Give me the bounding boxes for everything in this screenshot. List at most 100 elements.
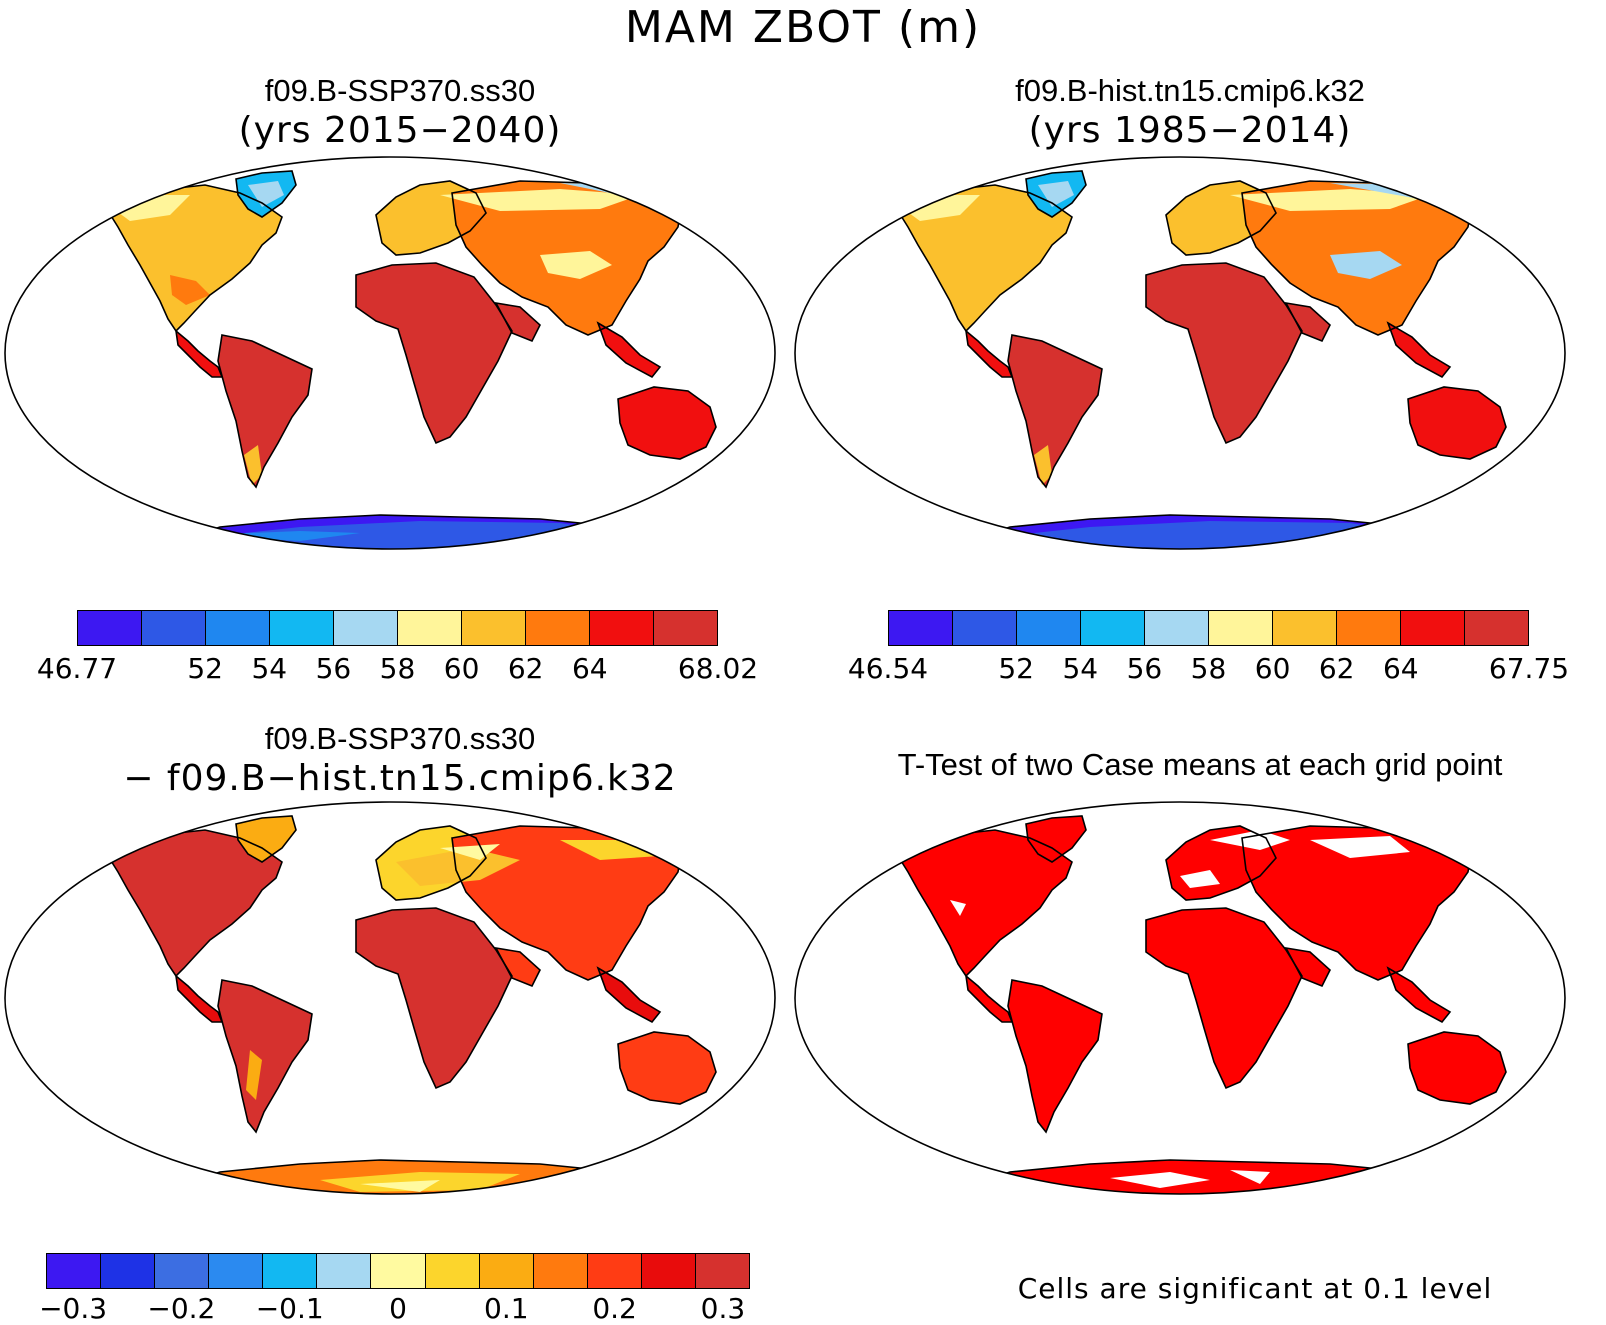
continent-greenland [1026, 816, 1086, 862]
field-contour [1330, 251, 1402, 279]
colorbar-segment [1401, 611, 1465, 645]
panel-4-title: T-Test of two Case means at each grid po… [897, 747, 1503, 782]
colorbar-tick-label: 68.02 [677, 652, 759, 685]
coastline [217, 979, 313, 1134]
land-fill [891, 815, 1507, 1194]
continent-arabia [1286, 948, 1330, 986]
colorbar-tick-label: 56 [315, 652, 352, 685]
continent-africa [356, 908, 512, 1088]
colorbar-segment [1145, 611, 1209, 645]
map-ssp370 [4, 156, 776, 550]
colorbar-diff [46, 1253, 750, 1289]
colorbar-tick-label: 46.77 [36, 652, 118, 685]
field-contour [248, 181, 284, 207]
coastline [1165, 825, 1277, 901]
colorbar-segment [533, 1254, 588, 1288]
colorbar-segment [953, 611, 1017, 645]
continent-africa [1146, 908, 1302, 1088]
colorbar-segment [263, 1254, 318, 1288]
continent-seasia [598, 968, 660, 1022]
continent-asia [1242, 826, 1472, 980]
colorbar-tick-label: 58 [1190, 652, 1227, 685]
field-contour [244, 445, 262, 485]
colorbar-segment [398, 611, 462, 645]
coastline [494, 301, 541, 343]
colorbar-tick-label: 52 [187, 652, 224, 685]
colorbar-segment [317, 1254, 372, 1288]
continent-camerica [966, 976, 1012, 1022]
field-contour [396, 848, 520, 886]
coastline [891, 184, 1073, 333]
continent-namerica [103, 830, 282, 976]
colorbar-segment [425, 1254, 480, 1288]
coastline [1407, 1031, 1507, 1105]
field-contour [540, 251, 612, 279]
colorbar-segment [1273, 611, 1337, 645]
continent-arabia [496, 948, 540, 986]
field-contour [1230, 189, 1430, 211]
field-contour [1034, 445, 1052, 485]
continent-greenland [236, 816, 296, 862]
colorbar-tick-label: 67.75 [1488, 652, 1570, 685]
continent-arabia [1286, 303, 1330, 341]
colorbar-segment [1465, 611, 1528, 645]
coastline [1284, 946, 1331, 988]
continent-namerica [893, 830, 1072, 976]
coastline [1386, 321, 1452, 379]
coastline [1007, 334, 1103, 489]
colorbar-segment [142, 611, 206, 645]
panel-1-title: f09.B-SSP370.ss30 [264, 73, 536, 108]
map-diff [4, 801, 776, 1195]
colorbar-tick-label: 46.54 [847, 652, 929, 685]
map-frame [4, 156, 776, 550]
coastline [1386, 966, 1452, 1024]
field-contour [1310, 836, 1410, 858]
colorbar-segment [47, 1254, 102, 1288]
coastline [1145, 907, 1303, 1090]
field-contour [1038, 181, 1074, 207]
colorbar-segment [654, 611, 717, 645]
colorbar-segment [462, 611, 526, 645]
colorbar-tick-label: −0.3 [39, 1292, 108, 1325]
colorbar-segment [206, 611, 270, 645]
map-frame [794, 801, 1566, 1195]
coastline [617, 386, 717, 460]
colorbar-tick-label: 56 [1126, 652, 1163, 685]
colorbar-hist-ticks: 46.54 52 54 56 58 60 62 64 67.75 [848, 652, 1569, 688]
colorbar-segment [1017, 611, 1081, 645]
colorbar-hist [888, 610, 1529, 646]
colorbar-segment [590, 611, 654, 645]
land-fill [101, 170, 717, 549]
colorbar-segment [1209, 611, 1273, 645]
colorbar-tick-label: 0.3 [700, 1292, 746, 1325]
land-fill [891, 170, 1507, 549]
colorbar-tick-label: 54 [251, 652, 288, 685]
colorbar-tick-label: 52 [998, 652, 1035, 685]
coastline [217, 334, 313, 489]
field-contour [1110, 1172, 1210, 1188]
field-contour [360, 1180, 440, 1192]
coastline [235, 170, 297, 218]
continent-australia [618, 387, 716, 459]
continent-seasia [598, 323, 660, 377]
colorbar-segment [78, 611, 142, 645]
coastline [1284, 301, 1331, 343]
coastline [1165, 180, 1277, 256]
coastline [235, 815, 297, 863]
significance-note: Cells are significant at 0.1 level [1017, 1272, 1493, 1305]
continent-australia [1408, 387, 1506, 459]
continent-arabia [496, 303, 540, 341]
continent-australia [618, 1032, 716, 1104]
colorbar-tick-label: 58 [379, 652, 416, 685]
continent-camerica [966, 331, 1012, 377]
continent-samerica [1008, 335, 1102, 487]
coastline [1007, 979, 1103, 1134]
panel-3-title: f09.B-SSP370.ss30 [264, 721, 536, 756]
coastline [617, 1031, 717, 1105]
continent-africa [356, 263, 512, 443]
colorbar-ssp370-ticks: 46.77 52 54 56 58 60 62 64 68.02 [37, 652, 758, 688]
coastline [1145, 262, 1303, 445]
colorbar-segment [695, 1254, 750, 1288]
continent-camerica [176, 976, 222, 1022]
coastline [101, 184, 283, 333]
